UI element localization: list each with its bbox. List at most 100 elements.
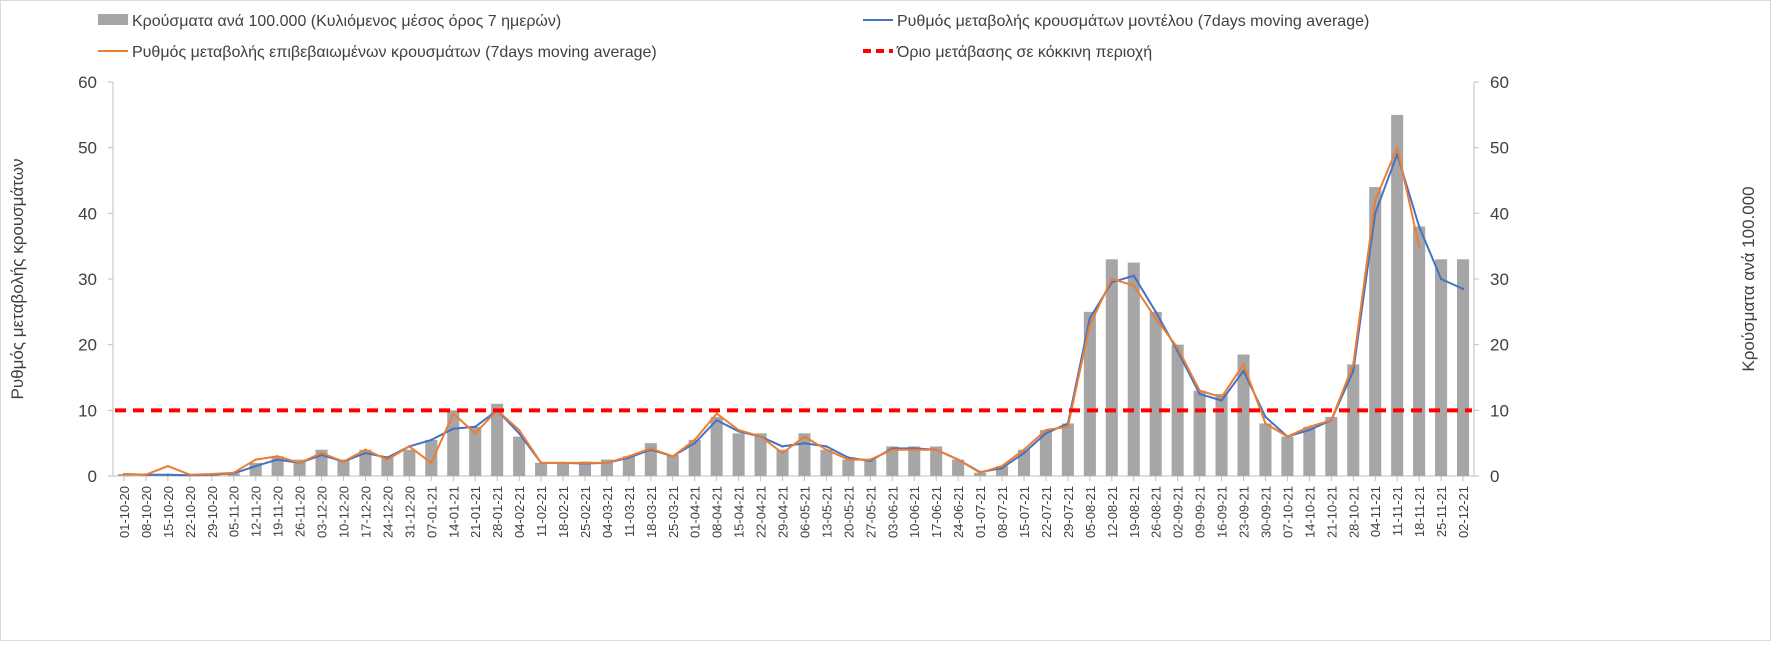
y-tick-right-label: 30 — [1490, 270, 1509, 289]
bar-17-06-21 — [930, 446, 943, 476]
confirmed-point — [298, 461, 301, 465]
bar-23-09-21 — [1237, 354, 1250, 476]
bar-05-08-21 — [1083, 311, 1096, 476]
x-tick-label: 29-10-20 — [205, 486, 220, 538]
x-tick-label: 04-03-21 — [600, 486, 615, 538]
bar-18-02-21 — [556, 462, 570, 476]
y-tick-left-label: 10 — [78, 401, 97, 420]
x-tick-label: 04-02-21 — [512, 486, 527, 538]
confirmed-point — [781, 451, 784, 455]
model-point — [166, 473, 170, 476]
model-point — [1022, 451, 1026, 455]
model-point — [474, 425, 477, 428]
confirmed-point — [166, 464, 170, 468]
x-tick-label: 18-02-21 — [556, 486, 571, 538]
confirmed-point — [978, 471, 982, 474]
bar-01-04-21 — [688, 439, 701, 476]
bar-11-11-21 — [1391, 114, 1404, 476]
confirmed-point — [1395, 146, 1399, 149]
x-tick-label: 17-06-21 — [929, 486, 944, 538]
x-tick-label: 08-10-20 — [139, 486, 154, 538]
confirmed-point — [1066, 425, 1070, 428]
confirmed-point — [956, 458, 960, 461]
x-tick-label: 21-10-21 — [1324, 486, 1339, 538]
bar-15-04-21 — [732, 433, 745, 476]
x-tick-label: 23-09-21 — [1237, 486, 1252, 538]
x-tick-label: 22-07-21 — [1039, 486, 1054, 538]
legend-threshold-label: Όριο μετάβασης σε κόκκινη περιοχή — [896, 44, 1152, 61]
bar-04-02-21 — [513, 436, 526, 476]
model-point — [1308, 428, 1311, 432]
bar-series — [117, 114, 1470, 477]
x-tick-label: 12-08-21 — [1105, 486, 1120, 538]
model-point — [430, 438, 433, 442]
x-tick-label: 03-06-21 — [885, 486, 900, 538]
confirmed-point — [1022, 448, 1026, 451]
y-axis-left-ticks: 0 10 20 30 40 50 60 — [78, 73, 113, 486]
bar-14-01-21 — [447, 410, 460, 476]
model-point — [254, 464, 257, 468]
confirmed-point — [583, 461, 587, 465]
bar-29-04-21 — [776, 449, 789, 476]
bar-04-11-21 — [1369, 187, 1382, 477]
y-tick-left-label: 20 — [78, 336, 97, 355]
bar-14-10-21 — [1303, 426, 1316, 476]
x-tick-label: 11-03-21 — [622, 486, 637, 537]
x-tick-label: 29-07-21 — [1061, 486, 1076, 538]
model-point — [781, 445, 784, 448]
confirmed-point — [1176, 346, 1179, 350]
bar-08-04-21 — [710, 416, 723, 476]
x-tick-label: 25-11-21 — [1434, 486, 1449, 537]
confirmed-point — [1330, 418, 1333, 422]
confirmed-point — [254, 458, 257, 461]
confirmed-point — [891, 448, 894, 451]
bar-11-02-21 — [535, 462, 548, 476]
confirmed-point — [539, 461, 543, 465]
x-tick-label: 02-12-21 — [1456, 486, 1471, 538]
bar-07-01-21 — [425, 439, 438, 476]
bar-24-12-20 — [381, 456, 394, 476]
confirmed-point — [1220, 396, 1223, 399]
bar-01-07-21 — [974, 472, 987, 476]
x-tick-label: 10-12-20 — [336, 486, 351, 538]
confirmed-point — [122, 472, 126, 476]
bar-16-09-21 — [1215, 393, 1228, 476]
x-tick-label: 03-12-20 — [315, 486, 330, 538]
x-tick-label: 28-10-21 — [1346, 486, 1361, 538]
x-tick-label: 17-12-20 — [358, 486, 373, 538]
x-tick-label: 09-09-21 — [1193, 486, 1208, 538]
x-tick-label: 13-05-21 — [819, 486, 834, 538]
bar-12-08-21 — [1105, 259, 1118, 476]
confirmed-point — [517, 428, 521, 432]
confirmed-point — [1242, 363, 1245, 366]
line-series — [115, 146, 1472, 477]
x-tick-label: 06-05-21 — [797, 486, 812, 538]
confirmed-point — [276, 455, 279, 458]
x-tick-label: 22-10-20 — [183, 486, 198, 538]
bar-21-01-21 — [469, 426, 482, 476]
x-tick-label: 25-03-21 — [666, 486, 681, 538]
bar-26-11-20 — [293, 459, 306, 476]
confirmed-point — [1374, 199, 1377, 202]
x-tick-label: 19-11-20 — [271, 486, 286, 537]
legend-confirmed-label: Ρυθμός μεταβολής επιβεβαιωμένων κρουσμάτ… — [132, 44, 657, 61]
bar-07-10-21 — [1281, 436, 1294, 476]
x-tick-label: 07-10-21 — [1280, 486, 1295, 538]
confirmed-point — [1088, 323, 1092, 327]
y-tick-left-label: 60 — [78, 73, 97, 92]
model-point — [693, 441, 696, 445]
confirmed-point — [869, 458, 872, 461]
confirmed-line — [123, 146, 1421, 476]
confirmed-point — [759, 435, 762, 438]
bar-20-05-21 — [842, 459, 855, 476]
bar-28-10-21 — [1347, 364, 1360, 476]
confirmed-point — [1352, 363, 1355, 366]
x-tick-label: 22-04-21 — [754, 486, 769, 538]
y-tick-right-label: 10 — [1490, 401, 1509, 420]
bar-09-09-21 — [1193, 390, 1206, 476]
confirmed-point — [1132, 284, 1135, 287]
bar-03-06-21 — [886, 446, 899, 476]
legend: Κρούσματα ανά 100.000 (Κυλιόμενος μέσος … — [98, 13, 1369, 61]
x-tick-label: 10-06-21 — [907, 486, 922, 538]
